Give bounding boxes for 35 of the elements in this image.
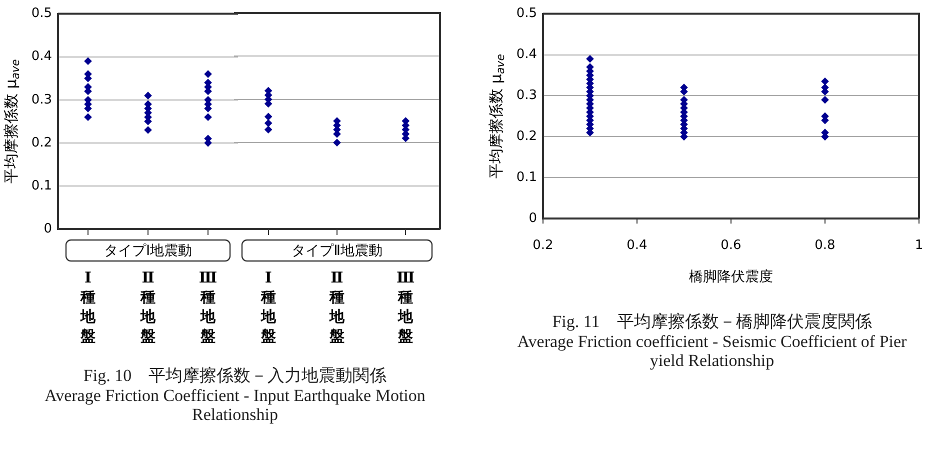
- y-tick-label: 0.2: [31, 135, 52, 150]
- y-tick-label: 0.2: [516, 129, 537, 144]
- x-tick-label: Ⅱ種地盤: [328, 268, 346, 346]
- y-axis-title: 平均摩擦係数 μave: [2, 59, 22, 184]
- x-tick-label: 0.8: [814, 238, 836, 253]
- y-axis-title: 平均摩擦係数 μave: [486, 54, 507, 178]
- x-tick-label: Ⅲ種地盤: [198, 268, 218, 346]
- y-tick-label: 0: [44, 221, 52, 236]
- text: Fig. 10 平均摩擦係数－入力地震動関係: [82, 366, 388, 386]
- y-tick-label: 0.5: [31, 6, 52, 22]
- x-tick-label: Ⅱ種地盤: [140, 268, 157, 346]
- point: [586, 55, 594, 63]
- x-axis-title: タイプⅡ地震動: [292, 243, 382, 260]
- x-tick-label: Ⅰ種地盤: [80, 268, 97, 346]
- text: Average Friction Coefficient - Input Earthquake Motion Relationship: [44, 386, 426, 424]
- y-tick-label: 0.3: [31, 92, 52, 108]
- point: [821, 78, 829, 86]
- x-tick-label: 1: [914, 238, 924, 253]
- y-tick-label: 0.4: [31, 49, 52, 64]
- x-tick-label: Ⅰ種地盤: [260, 268, 277, 346]
- x-axis-title: タイプⅠ地震動: [104, 243, 192, 260]
- y-tick-label: 0.3: [516, 88, 537, 104]
- x-tick-label: Ⅲ種地盤: [396, 268, 415, 346]
- text: Fig. 11 平均摩擦係数－橋脚降伏震度関係: [551, 312, 873, 332]
- point: [821, 96, 829, 104]
- y-tick-label: 0.1: [516, 170, 537, 186]
- x-tick-label: 0.2: [532, 238, 554, 253]
- x-axis-title: 橋脚降伏震度: [689, 269, 773, 286]
- x-tick-label: 0.4: [626, 238, 648, 253]
- x-tick-label: 0.6: [720, 238, 742, 253]
- y-tick-label: 0: [528, 210, 537, 226]
- y-tick-label: 0.4: [516, 47, 537, 62]
- y-tick-label: 0.5: [516, 6, 537, 22]
- text: Average Friction coefficient - Seismic Coefficient of Pier yield Relationship: [516, 332, 908, 370]
- y-tick-label: 0.1: [31, 178, 52, 194]
